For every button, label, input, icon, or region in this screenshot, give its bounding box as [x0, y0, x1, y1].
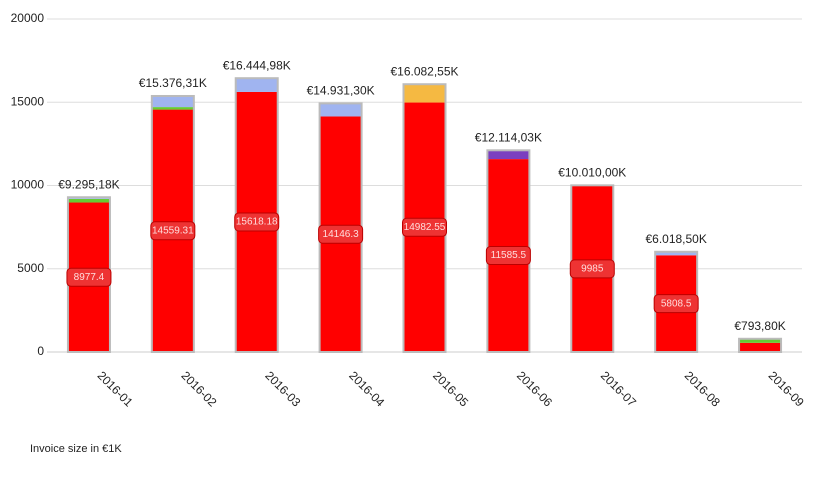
total-label: €12.114,03K: [475, 130, 542, 144]
bar-segment: [152, 107, 194, 109]
value-label: 5808.5: [661, 298, 692, 309]
total-label: €16.444,98K: [223, 58, 291, 72]
bar-segment: [152, 96, 194, 107]
x-tick-label: 2016-09: [766, 368, 807, 409]
x-tick-label: 2016-08: [682, 368, 723, 409]
y-tick-label: 0: [37, 344, 44, 358]
bar-stack: [739, 339, 781, 352]
bar-segment: [236, 78, 278, 92]
bar-segment: [404, 84, 446, 102]
total-label: €9.295,18K: [58, 177, 119, 191]
total-label: €16.082,55K: [390, 64, 458, 78]
x-tick-label: 2016-05: [430, 368, 471, 409]
x-tick-label: 2016-03: [262, 368, 303, 409]
x-tick-label: 2016-02: [178, 368, 219, 409]
total-label: €14.931,30K: [307, 84, 375, 98]
value-label: 11585.5: [491, 250, 527, 261]
x-tick-label: 2016-01: [95, 368, 136, 409]
x-tick-label: 2016-07: [598, 368, 639, 409]
total-label: €793,80K: [734, 319, 785, 333]
bar-segment: [320, 103, 362, 116]
value-label: 14559.31: [152, 225, 194, 236]
x-tick-label: 2016-04: [346, 368, 387, 409]
x-tick-label: 2016-06: [514, 368, 555, 409]
bar-segment: [487, 150, 529, 159]
value-label: 9985: [581, 264, 604, 275]
total-label: €10.010,00K: [558, 166, 626, 180]
bar-segment: [68, 199, 110, 203]
y-tick-label: 10000: [11, 178, 45, 192]
total-label: €15.376,31K: [139, 76, 207, 90]
y-tick-label: 5000: [17, 261, 44, 275]
footnote: Invoice size in €1K: [30, 443, 122, 455]
total-label: €6.018,50K: [645, 232, 706, 246]
value-label: 14982.55: [404, 222, 446, 233]
bar-segment: [739, 343, 781, 352]
value-label: 8977.4: [74, 272, 105, 283]
y-tick-label: 15000: [11, 94, 45, 108]
y-tick-label: 20000: [11, 11, 45, 25]
value-label: 14146.3: [323, 229, 360, 240]
value-label: 15618.18: [236, 217, 278, 228]
